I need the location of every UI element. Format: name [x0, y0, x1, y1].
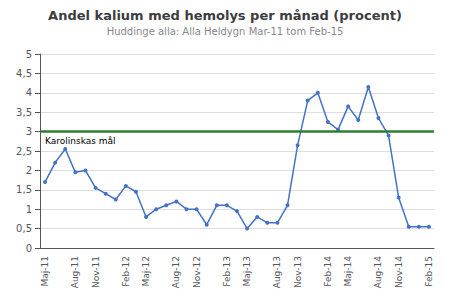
svg-text:Feb-13: Feb-13: [222, 256, 232, 287]
svg-text:2: 2: [26, 165, 32, 176]
svg-text:2,5: 2,5: [16, 146, 32, 157]
svg-text:Feb-15: Feb-15: [424, 256, 434, 287]
svg-text:3,5: 3,5: [16, 107, 32, 118]
svg-text:Aug-11: Aug-11: [70, 256, 80, 288]
svg-text:3: 3: [26, 126, 32, 137]
svg-text:Aug-14: Aug-14: [373, 256, 383, 289]
svg-text:4: 4: [26, 87, 32, 98]
svg-text:Feb-12: Feb-12: [121, 256, 131, 287]
svg-text:Feb-14: Feb-14: [323, 256, 333, 287]
svg-text:Nov-14: Nov-14: [394, 256, 404, 288]
svg-text:Nov-11: Nov-11: [91, 256, 101, 288]
svg-text:Aug-12: Aug-12: [171, 256, 181, 288]
svg-text:Maj-11: Maj-11: [40, 256, 50, 286]
svg-text:0: 0: [26, 243, 32, 254]
svg-text:Nov-12: Nov-12: [192, 256, 202, 288]
svg-text:5: 5: [26, 49, 32, 60]
svg-text:Aug-13: Aug-13: [272, 256, 282, 288]
svg-text:Maj-14: Maj-14: [343, 256, 353, 287]
svg-text:Maj-13: Maj-13: [242, 256, 252, 286]
svg-text:Maj-12: Maj-12: [141, 256, 151, 286]
svg-text:Nov-13: Nov-13: [293, 256, 303, 288]
svg-text:Andel kalium med hemolys per m: Andel kalium med hemolys per månad (proc…: [48, 8, 402, 23]
svg-text:0,5: 0,5: [16, 223, 32, 234]
svg-text:4,5: 4,5: [16, 68, 32, 79]
svg-text:1,5: 1,5: [16, 184, 32, 195]
svg-text:1: 1: [26, 204, 32, 215]
svg-text:Karolinskas mål: Karolinskas mål: [45, 136, 116, 146]
svg-text:Huddinge alla: Alla Heldygn Ma: Huddinge alla: Alla Heldygn Mar-11 tom F…: [107, 26, 344, 37]
